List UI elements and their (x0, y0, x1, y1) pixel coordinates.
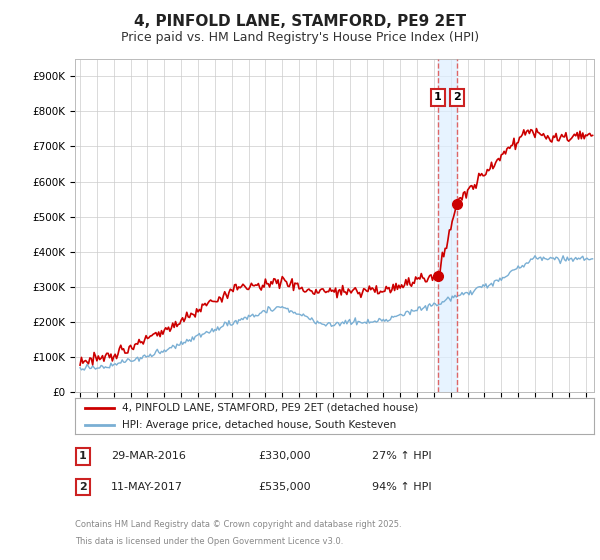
Text: 1: 1 (434, 92, 442, 102)
Text: £330,000: £330,000 (258, 451, 311, 461)
Text: HPI: Average price, detached house, South Kesteven: HPI: Average price, detached house, Sout… (122, 420, 396, 430)
Text: £535,000: £535,000 (258, 482, 311, 492)
Text: 2: 2 (453, 92, 461, 102)
Text: 94% ↑ HPI: 94% ↑ HPI (372, 482, 431, 492)
Text: 1: 1 (79, 451, 86, 461)
Text: 2: 2 (79, 482, 86, 492)
Text: 4, PINFOLD LANE, STAMFORD, PE9 2ET: 4, PINFOLD LANE, STAMFORD, PE9 2ET (134, 14, 466, 29)
Text: Price paid vs. HM Land Registry's House Price Index (HPI): Price paid vs. HM Land Registry's House … (121, 31, 479, 44)
Text: 11-MAY-2017: 11-MAY-2017 (111, 482, 183, 492)
Text: Contains HM Land Registry data © Crown copyright and database right 2025.: Contains HM Land Registry data © Crown c… (75, 520, 401, 529)
Text: 4, PINFOLD LANE, STAMFORD, PE9 2ET (detached house): 4, PINFOLD LANE, STAMFORD, PE9 2ET (deta… (122, 403, 418, 413)
Text: 29-MAR-2016: 29-MAR-2016 (111, 451, 186, 461)
Text: This data is licensed under the Open Government Licence v3.0.: This data is licensed under the Open Gov… (75, 537, 343, 546)
Text: 27% ↑ HPI: 27% ↑ HPI (372, 451, 431, 461)
Bar (438, 59, 457, 392)
